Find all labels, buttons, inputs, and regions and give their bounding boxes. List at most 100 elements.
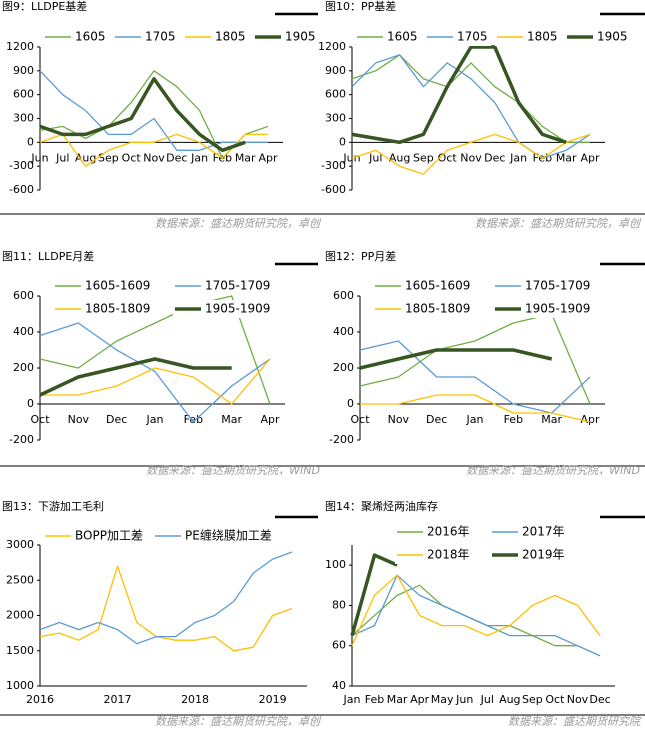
x-tick-label: Jan <box>509 151 527 164</box>
chart-title: 图13：下游加工毛利 <box>2 500 104 513</box>
legend-label: 1805-1809 <box>85 302 150 316</box>
y-tick-label: 40 <box>332 679 346 692</box>
x-tick-label: Aug <box>499 693 520 706</box>
x-tick-label: Oct <box>438 151 458 164</box>
series-line <box>360 394 591 423</box>
y-tick-label: 2000 <box>6 609 34 622</box>
legend-bg <box>490 523 602 541</box>
legend-label: 1705-1709 <box>525 279 590 293</box>
legend-label: 2018年 <box>427 548 470 562</box>
y-tick-label: 400 <box>13 325 34 338</box>
x-tick-label: Jan <box>466 413 484 426</box>
x-tick-label: Jun <box>342 151 360 164</box>
legend-label: 1605-1609 <box>85 279 150 293</box>
legend-label: 1805-1809 <box>405 302 470 316</box>
y-tick-label: 3000 <box>6 538 34 551</box>
source-note: 数据来源：盛达期货研究院，卓创 <box>155 715 322 728</box>
series-line <box>351 54 591 159</box>
x-tick-label: Jun <box>30 151 48 164</box>
y-tick-label: 2500 <box>6 573 34 586</box>
legend-bg <box>53 300 165 318</box>
legend-bg <box>183 28 249 46</box>
x-tick-label: Oct <box>122 151 142 164</box>
legend-label: 1805 <box>215 30 246 44</box>
x-tick-label: 2017 <box>104 693 132 706</box>
chart-title: 图9：LLDPE基差 <box>2 0 87 13</box>
legend-label: 1905-1909 <box>205 302 270 316</box>
x-tick-label: Oct <box>30 413 50 426</box>
source-note: 数据来源：盛达期货研究院 <box>508 715 642 728</box>
source-note: 数据来源：盛达期货研究院，卓创 <box>475 217 642 230</box>
legend-label: 1705-1709 <box>205 279 270 293</box>
y-tick-label: 60 <box>332 639 346 652</box>
x-tick-label: Mar <box>556 151 577 164</box>
x-tick-label: Jul <box>480 693 494 706</box>
y-tick-label: 1200 <box>6 40 34 53</box>
y-tick-label: 0 <box>347 397 354 410</box>
y-tick-label: 80 <box>332 598 346 611</box>
legend-label: 2016年 <box>427 525 470 539</box>
legend-bg <box>113 28 179 46</box>
legend-label: 1705 <box>457 30 488 44</box>
series-line <box>40 358 271 405</box>
x-tick-label: Aug <box>389 151 410 164</box>
series-line <box>351 574 601 646</box>
legend-label: 1905-1909 <box>525 302 590 316</box>
source-note: 数据来源：盛达期货研究院，WIND <box>146 464 320 477</box>
legend-bg <box>493 300 605 318</box>
series-line <box>351 45 567 145</box>
legend-bg <box>395 546 507 564</box>
series-line <box>351 133 591 175</box>
x-tick-label: Dec <box>589 693 610 706</box>
chart-title: 图10：PP基差 <box>325 0 396 13</box>
y-tick-label: 1500 <box>6 644 34 657</box>
series-line <box>350 553 398 637</box>
legend-label: BOPP加工差 <box>75 529 143 543</box>
legend-bg <box>53 277 165 295</box>
y-tick-label: 600 <box>325 88 346 101</box>
x-tick-label: 2018 <box>181 693 209 706</box>
x-tick-label: May <box>431 693 454 706</box>
x-tick-label: Jul <box>55 151 69 164</box>
y-tick-label: -300 <box>9 159 34 172</box>
y-tick-label: 300 <box>13 112 34 125</box>
x-tick-label: Jan <box>343 693 361 706</box>
x-tick-label: Apr <box>260 413 280 426</box>
x-tick-label: Nov <box>567 693 589 706</box>
legend-bg <box>173 300 285 318</box>
series-line <box>359 340 591 414</box>
y-tick-label: 1000 <box>6 679 34 692</box>
legend-label: 1905 <box>597 30 628 44</box>
x-tick-label: Jan <box>190 151 208 164</box>
x-tick-label: Sep <box>413 151 434 164</box>
legend-bg <box>425 28 491 46</box>
y-tick-label: 600 <box>13 88 34 101</box>
x-tick-label: Jul <box>368 151 382 164</box>
legend-bg <box>565 28 631 46</box>
y-tick-label: -300 <box>321 159 346 172</box>
series-line <box>39 133 268 167</box>
x-tick-label: Feb <box>504 413 523 426</box>
x-tick-label: Nov <box>388 413 410 426</box>
legend-label: 1905 <box>285 30 316 44</box>
x-tick-label: Nov <box>460 151 482 164</box>
series-line <box>39 565 293 652</box>
x-tick-label: Mar <box>541 413 562 426</box>
legend-bg <box>493 277 605 295</box>
y-tick-label: -600 <box>321 183 346 196</box>
x-tick-label: Dec <box>484 151 505 164</box>
y-tick-label: -600 <box>9 183 34 196</box>
source-note: 数据来源：盛达期货研究院，卓创 <box>155 217 322 230</box>
legend-bg <box>153 527 219 545</box>
x-tick-label: Apr <box>580 151 600 164</box>
legend-bg <box>355 28 421 46</box>
chart-title: 图11：LLDPE月差 <box>2 249 94 263</box>
y-tick-label: -200 <box>329 433 354 446</box>
x-tick-label: Mar <box>221 413 242 426</box>
series-line <box>359 348 553 370</box>
legend-label: 2019年 <box>522 548 565 562</box>
x-tick-label: Dec <box>166 151 187 164</box>
y-tick-label: 600 <box>333 289 354 302</box>
legend-bg <box>373 300 485 318</box>
